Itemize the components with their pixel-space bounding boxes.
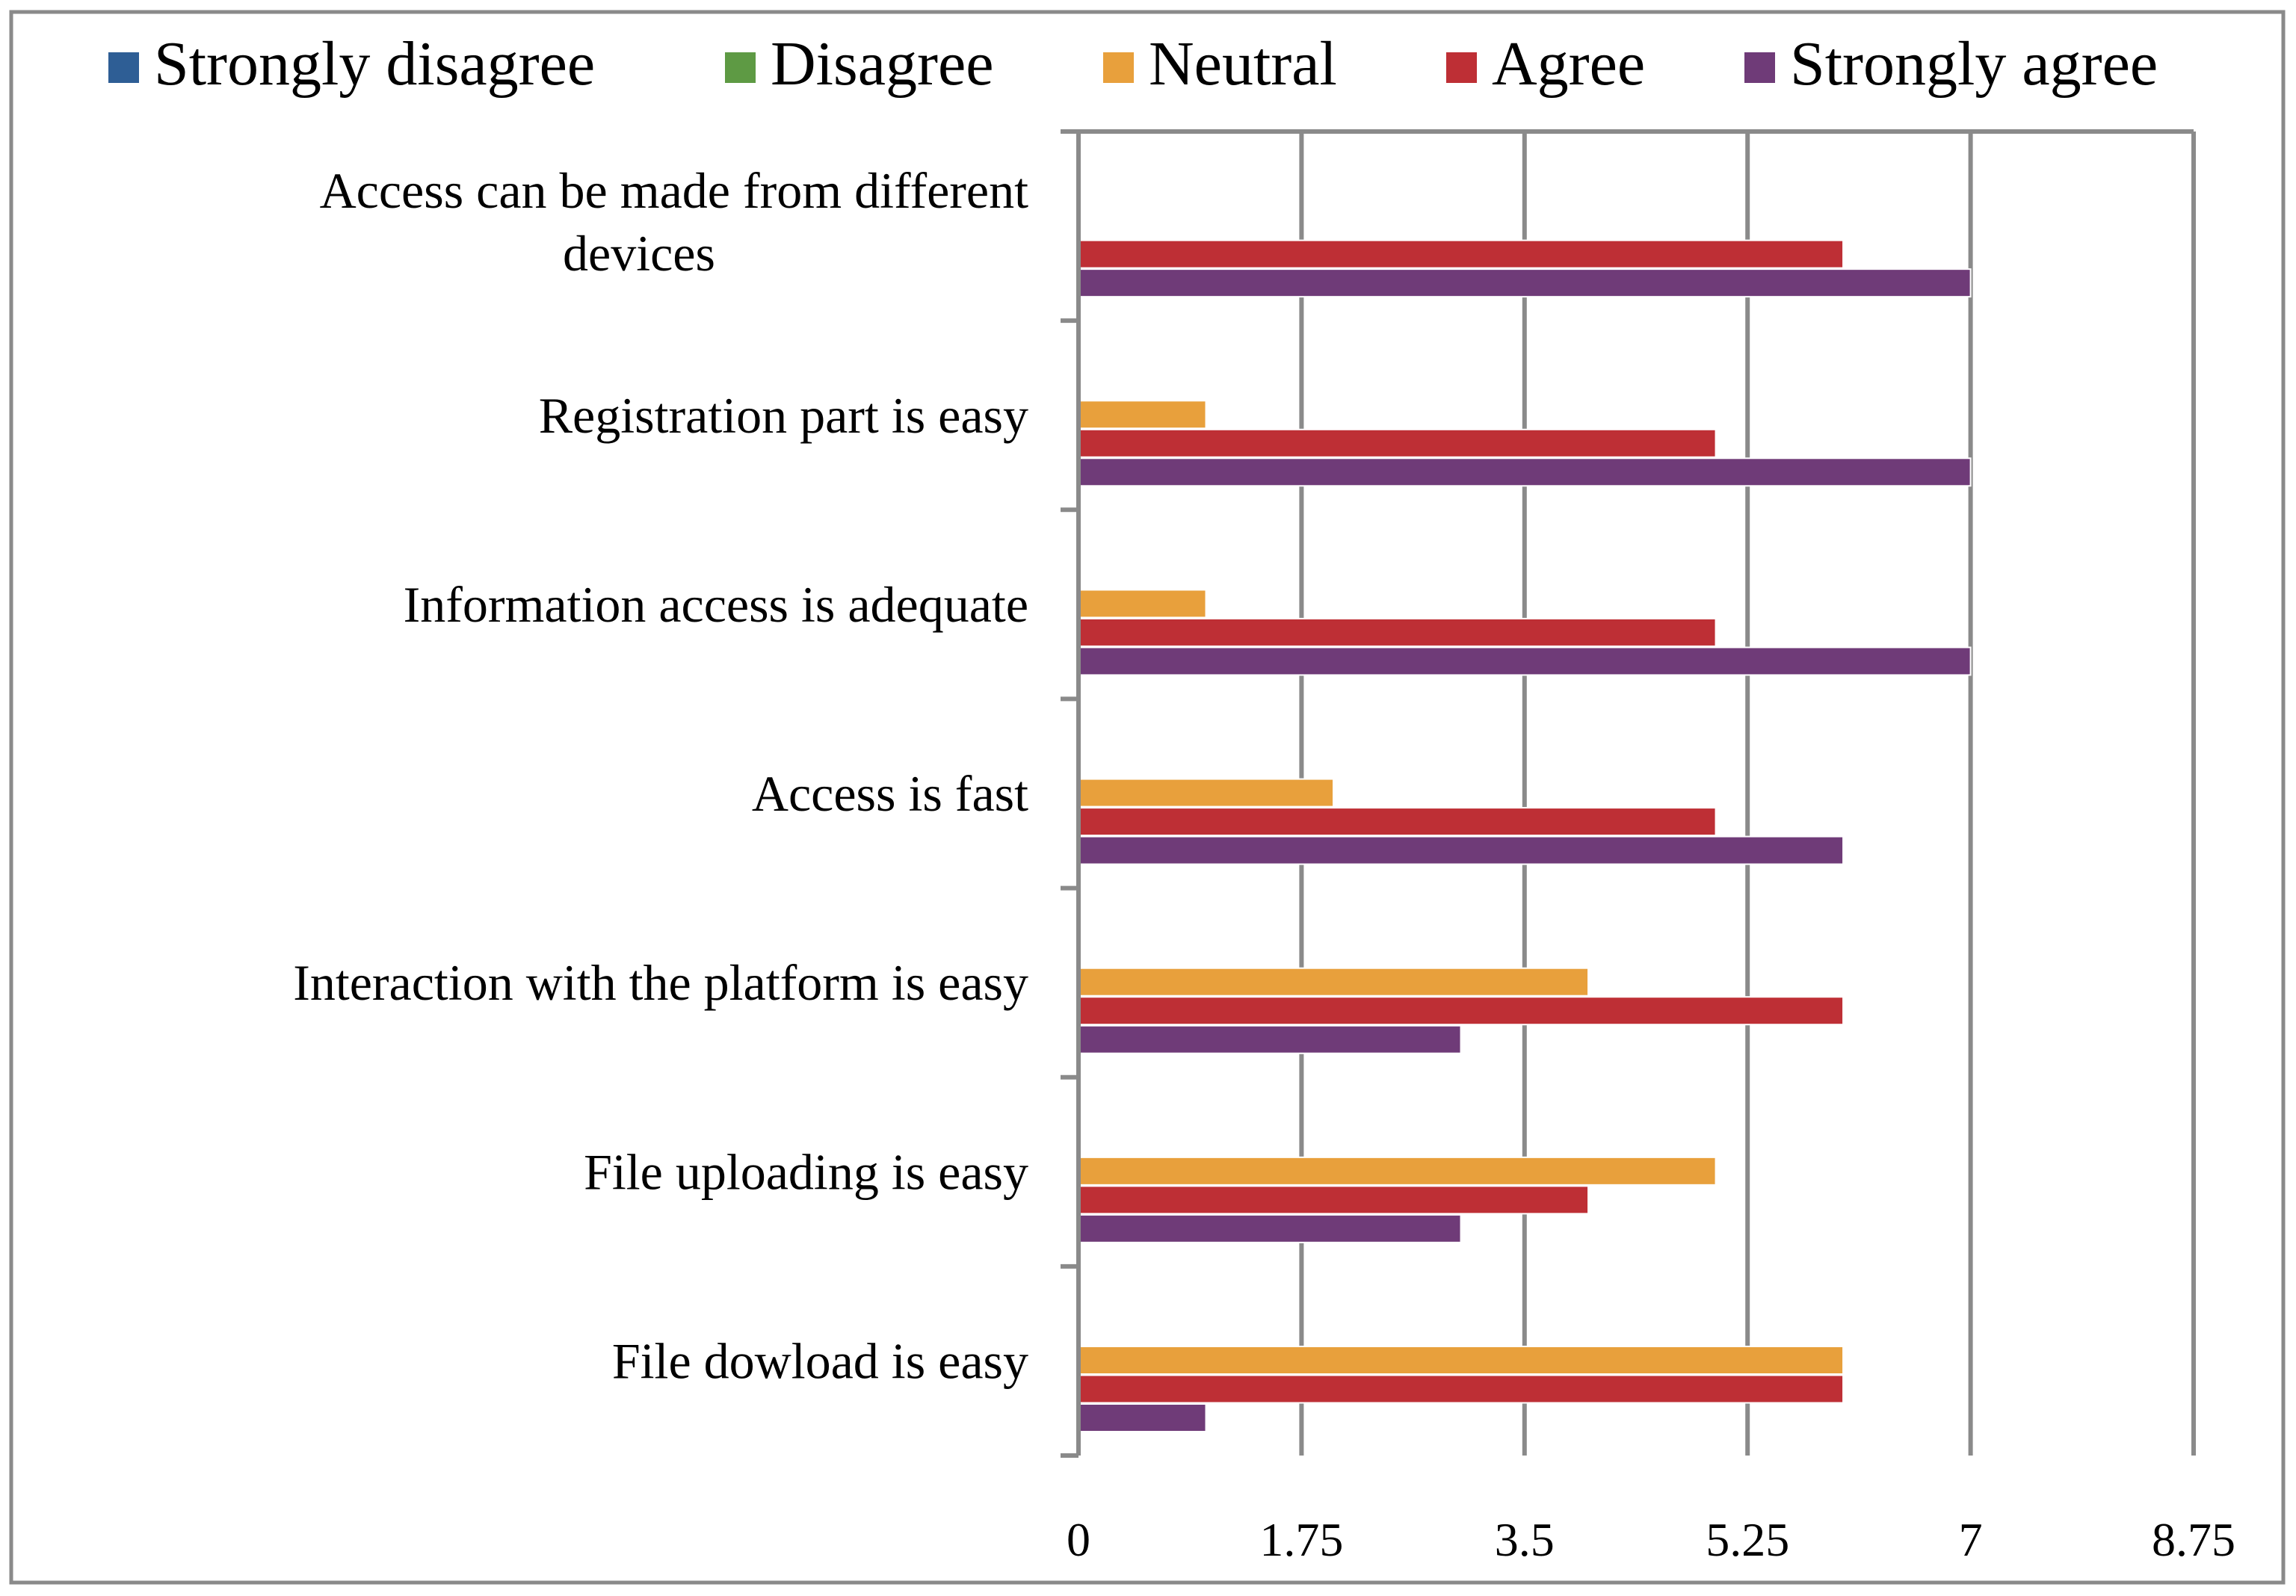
x-tick-label-7: 7: [1959, 1513, 1983, 1566]
bar-neutral-6: [1078, 1156, 1717, 1186]
bar-neutral-4: [1078, 778, 1335, 808]
bar-agree-7: [1078, 1374, 1845, 1404]
category-label-6: File uploading is easy: [584, 1143, 1028, 1200]
legend-label-agree: Agree: [1492, 29, 1645, 99]
legend-item-strongly-agree: Strongly agree: [1744, 29, 2158, 99]
legend-label-strongly-disagree: Strongly disagree: [154, 29, 595, 99]
x-tick-label-8-75: 8.75: [2152, 1513, 2235, 1566]
category-label-2: Registration part is easy: [539, 387, 1028, 444]
category-label-7: File dowload is easy: [612, 1333, 1028, 1390]
bar-agree-2: [1078, 428, 1717, 458]
legend-item-agree: Agree: [1446, 29, 1645, 99]
x-tick-label-0: 0: [1067, 1513, 1090, 1566]
bar-strongly-agree-1: [1078, 268, 1972, 298]
bar-strongly-agree-5: [1078, 1024, 1462, 1054]
bar-neutral-3: [1078, 589, 1207, 619]
category-label-3: Information access is adequate: [404, 576, 1028, 633]
legend-swatch-disagree: [725, 52, 756, 83]
legend-label-neutral: Neutral: [1149, 29, 1337, 99]
bar-agree-4: [1078, 807, 1717, 837]
category-labels: Access can be made from different devices…: [293, 162, 1028, 1390]
legend-label-disagree: Disagree: [771, 29, 994, 99]
bars: [1078, 239, 1972, 1432]
category-label-4: Access is fast: [752, 765, 1028, 822]
category-label-5: Interaction with the platform is easy: [293, 954, 1028, 1011]
category-label-1-line-2: devices: [563, 225, 715, 282]
tick-labels: 0 1.75 3.5 5.25 7 8.75: [1067, 1513, 2235, 1566]
bar-neutral-2: [1078, 400, 1207, 430]
legend-swatch-strongly-disagree: [108, 52, 139, 83]
bar-strongly-agree-2: [1078, 457, 1972, 487]
axis: [1061, 129, 1081, 1458]
legend: Strongly disagree Disagree Neutral Agree Str…: [108, 29, 2158, 99]
legend-label-strongly-agree: Strongly agree: [1790, 29, 2158, 99]
bar-strongly-agree-4: [1078, 835, 1845, 865]
category-label-1-line-1: Access can be made from different: [320, 162, 1029, 219]
bar-strongly-agree-3: [1078, 646, 1972, 676]
bar-strongly-agree-7: [1078, 1403, 1207, 1432]
bar-neutral-5: [1078, 967, 1590, 997]
x-tick-label-1-75: 1.75: [1259, 1513, 1343, 1566]
bar-agree-5: [1078, 996, 1845, 1026]
x-tick-label-5-25: 5.25: [1706, 1513, 1789, 1566]
legend-swatch-agree: [1446, 52, 1477, 83]
legend-swatch-neutral: [1103, 52, 1134, 83]
x-tick-label-3-5: 3.5: [1495, 1513, 1555, 1566]
legend-item-disagree: Disagree: [725, 29, 994, 99]
bar-agree-6: [1078, 1185, 1590, 1215]
bar-strongly-agree-6: [1078, 1213, 1462, 1243]
legend-item-strongly-disagree: Strongly disagree: [108, 29, 595, 99]
bar-neutral-7: [1078, 1346, 1845, 1375]
legend-swatch-strongly-agree: [1744, 52, 1775, 83]
bar-agree-1: [1078, 239, 1845, 269]
legend-item-neutral: Neutral: [1103, 29, 1337, 99]
bar-agree-3: [1078, 617, 1717, 647]
